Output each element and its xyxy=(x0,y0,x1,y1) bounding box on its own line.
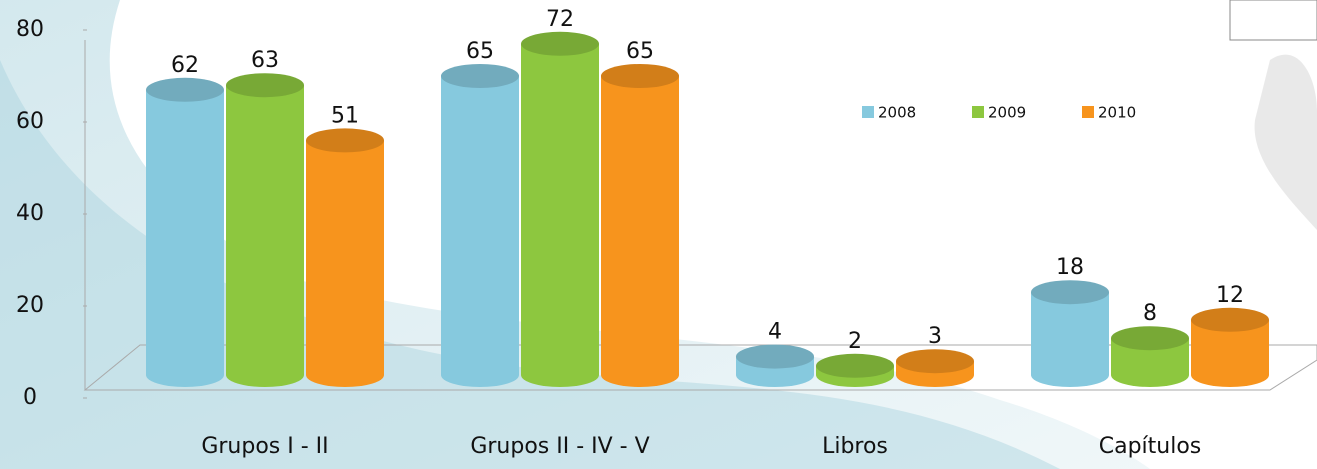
bar xyxy=(146,89,224,388)
legend-swatch xyxy=(862,106,874,118)
data-label: 18 xyxy=(1056,255,1084,280)
bar-top xyxy=(816,353,894,378)
x-tick-label: Capítulos xyxy=(1099,434,1202,459)
y-tick-label: 60 xyxy=(16,109,44,134)
bar xyxy=(1111,338,1189,387)
bar-top xyxy=(146,77,224,102)
background-shape xyxy=(1254,54,1317,231)
data-label: 2 xyxy=(848,329,862,354)
legend-swatch xyxy=(1082,106,1094,118)
data-label: 12 xyxy=(1216,283,1244,308)
data-label: 62 xyxy=(171,53,199,78)
y-tick-label: 0 xyxy=(23,385,37,410)
data-label: 8 xyxy=(1143,301,1157,326)
bar xyxy=(521,43,599,388)
floor xyxy=(83,344,1317,391)
x-tick-label: Grupos I - II xyxy=(201,434,328,459)
bar-top xyxy=(1031,280,1109,305)
bar xyxy=(1031,292,1109,387)
bar-top xyxy=(736,344,814,369)
bar-top xyxy=(521,31,599,56)
legend-label: 2010 xyxy=(1098,104,1136,122)
legend-label: 2009 xyxy=(988,104,1026,122)
y-tick-label: 40 xyxy=(16,201,44,226)
bar-top xyxy=(441,64,519,88)
x-tick-label: Libros xyxy=(822,434,888,459)
bar xyxy=(601,76,679,387)
data-label: 4 xyxy=(768,320,782,345)
data-label: 63 xyxy=(251,48,279,73)
data-label: 72 xyxy=(546,7,574,32)
bar-top xyxy=(306,128,384,153)
legend-label: 2008 xyxy=(878,104,916,122)
data-label: 51 xyxy=(331,103,359,128)
bar-top xyxy=(1111,326,1189,351)
y-tick-label: 80 xyxy=(16,17,44,42)
bar-top xyxy=(601,64,679,88)
legend-swatch xyxy=(972,106,984,118)
data-label: 3 xyxy=(928,324,942,349)
corner-box xyxy=(1229,0,1317,41)
bar-top xyxy=(1191,307,1269,332)
y-tick-label: 20 xyxy=(16,293,44,318)
bar-top xyxy=(226,73,304,98)
bar xyxy=(306,140,384,387)
bar xyxy=(441,76,519,387)
bar xyxy=(226,85,304,387)
data-label: 65 xyxy=(466,39,494,64)
x-tick-label: Grupos II - IV - V xyxy=(470,434,649,459)
data-label: 65 xyxy=(626,39,654,64)
bar xyxy=(1191,319,1269,387)
bar-top xyxy=(896,349,974,374)
